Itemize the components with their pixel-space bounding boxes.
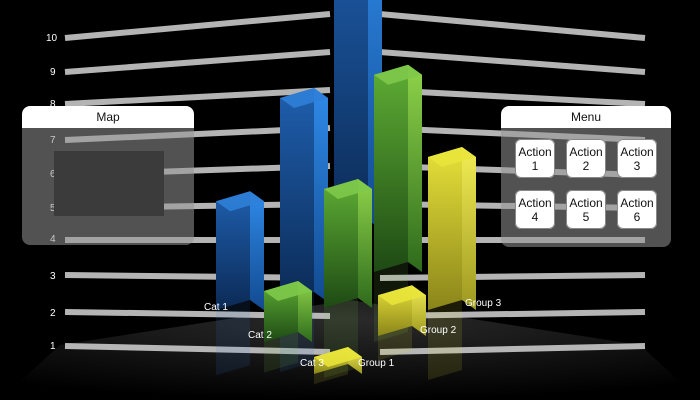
action-4-button[interactable]: Action 4: [515, 190, 555, 229]
bar-front: [280, 88, 314, 302]
action-grid: Action 1 Action 2 Action 3 Action 4 Acti…: [515, 139, 657, 229]
bar-reflection: [264, 332, 298, 373]
bar-reflection: [216, 300, 250, 376]
bar-side: [298, 281, 312, 342]
bar-side: [408, 64, 422, 272]
menu-panel-title: Menu: [501, 106, 671, 128]
y-tick: 2: [50, 308, 56, 319]
bar-front: [428, 147, 462, 310]
group-label: Group 2: [420, 325, 457, 336]
map-panel: Map: [22, 106, 194, 245]
action-3-button[interactable]: Action 3: [617, 139, 657, 178]
bar-top: [264, 281, 312, 301]
action-2-button[interactable]: Action 2: [566, 139, 606, 178]
bar-yellow: [428, 147, 476, 380]
bar-side: [250, 191, 264, 310]
bar-front: [216, 191, 250, 310]
bar-top: [314, 347, 362, 367]
action-1-button[interactable]: Action 1: [515, 139, 555, 178]
y-tick: 8: [50, 99, 56, 110]
map-panel-title: Map: [22, 106, 194, 128]
bars: [216, 0, 476, 385]
bar-side: [358, 179, 372, 308]
bar-reflection: [314, 364, 348, 385]
bar-top: [324, 179, 372, 199]
bar-top: [280, 88, 328, 108]
bar-front: [374, 64, 408, 272]
map-canvas[interactable]: [54, 151, 164, 216]
group-label: Group 3: [465, 298, 502, 309]
bar-blue: [216, 191, 264, 376]
group-label: Group 1: [358, 358, 395, 369]
y-tick: 3: [50, 271, 56, 282]
menu-panel: Menu Action 1 Action 2 Action 3 Action 4…: [501, 106, 671, 247]
bar-reflection: [428, 300, 462, 380]
bar-yellow: [314, 347, 362, 385]
bar-green: [264, 281, 312, 373]
bar-top: [216, 191, 264, 212]
category-label: Cat 2: [248, 330, 272, 341]
bar-green: [324, 179, 372, 378]
y-tick: 10: [46, 33, 58, 44]
bar-top: [378, 285, 426, 306]
bar-reflection: [378, 326, 412, 361]
bar-front: [334, 0, 368, 230]
bar-side: [462, 147, 476, 310]
action-6-button[interactable]: Action 6: [617, 190, 657, 229]
bar-front: [324, 179, 358, 308]
category-label: Cat 1: [204, 302, 228, 313]
y-tick: 9: [50, 67, 56, 78]
action-5-button[interactable]: Action 5: [566, 190, 606, 229]
bar-top: [374, 64, 422, 85]
y-tick: 1: [50, 341, 56, 352]
bar-top: [428, 147, 476, 167]
bar-yellow: [378, 285, 426, 361]
category-label: Cat 3: [300, 358, 324, 369]
